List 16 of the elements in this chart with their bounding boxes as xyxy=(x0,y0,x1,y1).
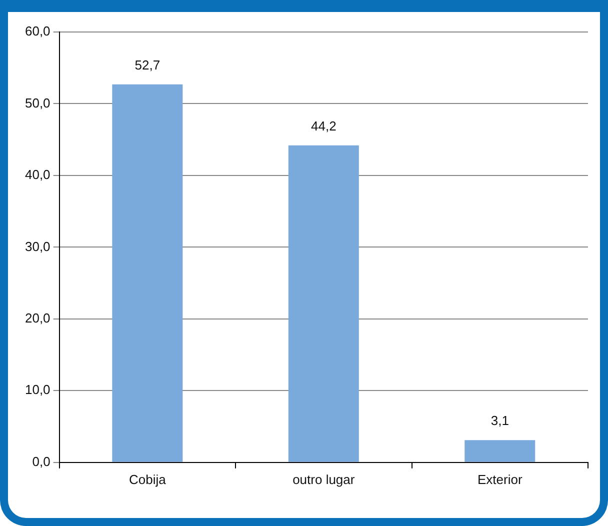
bar xyxy=(288,145,359,462)
y-tick-label: 50,0 xyxy=(24,95,50,110)
data-label: 3,1 xyxy=(490,413,509,428)
y-tick-label: 30,0 xyxy=(24,238,50,254)
data-label: 52,7 xyxy=(134,57,160,72)
x-tick-label: Cobija xyxy=(128,472,167,487)
bar xyxy=(112,84,183,462)
y-tick-label: 40,0 xyxy=(24,167,50,182)
y-tick-label: 10,0 xyxy=(24,382,50,398)
x-tick-label: Exterior xyxy=(477,472,523,487)
bar xyxy=(464,440,536,462)
y-tick-label: 60,0 xyxy=(24,24,50,39)
x-tick-label: outro lugar xyxy=(292,472,356,487)
y-tick-label: 0,0 xyxy=(32,454,50,469)
data-label: 44,2 xyxy=(310,118,336,134)
y-tick-label: 20,0 xyxy=(24,310,50,326)
